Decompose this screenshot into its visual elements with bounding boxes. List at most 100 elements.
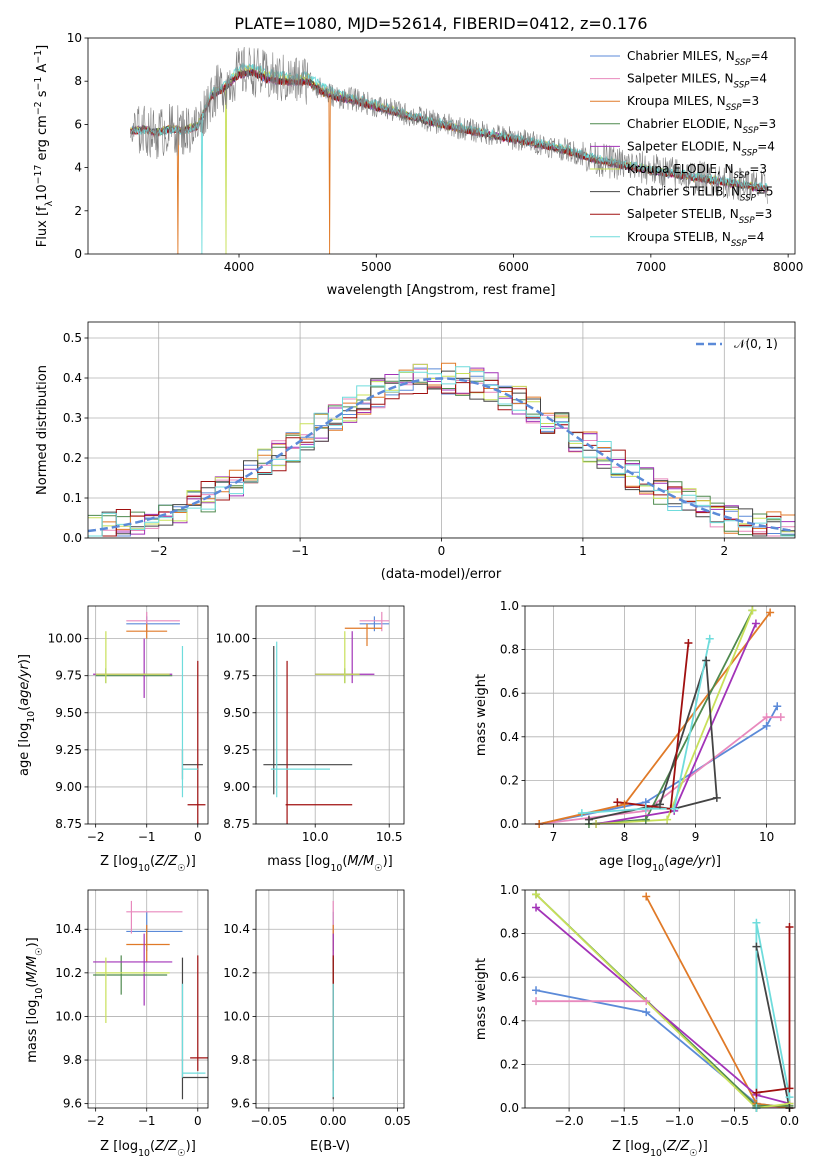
plot-area <box>256 890 404 1108</box>
y-tick-label: 9.75 <box>223 669 250 683</box>
x-axis-label: Z [log10(Z/Z☉)] <box>100 854 196 874</box>
error-bar-point <box>126 911 183 952</box>
legend-label: Salpeter ELODIE, NSSP=4 <box>627 139 775 158</box>
y-tick-label: 0.8 <box>500 643 519 657</box>
legend-label: Chabrier MILES, NSSP=4 <box>627 49 768 68</box>
mass-weight-line <box>535 906 790 1105</box>
plus-marker <box>620 800 629 809</box>
error-bar-point <box>93 955 168 995</box>
mass-vs-metallicity-axes: −2 −1 0 9.6 9.8 10.0 10.2 10.4 Z [log10(Z/Z☉)] ma… <box>25 889 209 1159</box>
y-tick-label: 0 <box>74 247 82 261</box>
y-tick-label: 9.6 <box>63 1097 82 1111</box>
axes-frame <box>87 605 209 825</box>
plus-marker <box>532 903 541 912</box>
plot-area <box>88 322 795 538</box>
legend-label: Kroupa STELIB, NSSP=4 <box>627 230 764 249</box>
y-tick-label: 6 <box>74 117 82 131</box>
y-tick-label: 9.8 <box>231 1053 250 1067</box>
x-tick-label: 0.05 <box>384 1114 411 1128</box>
y-tick-label: 8.75 <box>55 817 82 831</box>
plus-marker <box>613 798 622 807</box>
mass-weight-line <box>535 893 790 1108</box>
plus-marker <box>785 1084 794 1093</box>
legend-label: Kroupa MILES, NSSP=3 <box>627 94 759 113</box>
x-tick-label: 0.00 <box>320 1114 347 1128</box>
mass-weight-line <box>539 716 781 824</box>
plus-marker <box>702 656 711 665</box>
legend: Chabrier MILES, NSSP=4 Salpeter MILES, NS… <box>590 49 776 249</box>
legend-label: Salpeter STELIB, NSSP=3 <box>627 207 772 226</box>
plot-area <box>88 606 208 824</box>
plus-marker <box>762 713 771 722</box>
y-tick-label: 8 <box>74 74 82 88</box>
x-tick-label: −2 <box>87 830 105 844</box>
plus-marker <box>641 815 650 824</box>
y-tick-label: 10.0 <box>223 1009 250 1023</box>
mass-weight-line <box>581 638 711 814</box>
x-tick-label: 0 <box>194 1114 202 1128</box>
error-bar-point <box>359 616 390 632</box>
y-tick-label: 10.2 <box>55 966 82 980</box>
y-tick-label: 9.25 <box>223 743 250 757</box>
plot-area <box>88 890 208 1108</box>
plus-marker <box>670 804 679 813</box>
y-tick-label: 0.0 <box>500 817 519 831</box>
mass-vs-extinction-axes: −0.05 0.00 0.05 9.6 9.8 10.0 10.2 10.4 E(B-V) <box>223 889 411 1154</box>
x-tick-label: 1 <box>579 544 587 558</box>
y-tick-label: 0.3 <box>63 411 82 425</box>
y-axis-label: age [log10(age/yr)] <box>17 654 37 776</box>
age-vs-metallicity-axes: −2 −1 0 8.75 9.00 9.25 9.50 9.75 10.00 Z [log10(Z… <box>17 605 209 874</box>
axes-frame <box>524 889 796 1109</box>
y-tick-label: 10.00 <box>216 632 250 646</box>
x-tick-label: −1 <box>291 544 309 558</box>
error-bar-point <box>285 660 353 824</box>
mass-weight-vs-age-axes: 7 8 9 10 0.0 0.2 0.4 0.6 0.8 1.0 age [log10(age/yr… <box>474 599 796 874</box>
plus-marker <box>642 1008 651 1017</box>
y-tick-label: 9.00 <box>223 780 250 794</box>
y-tick-label: 9.25 <box>55 743 82 757</box>
mass-weight-line <box>755 946 791 1108</box>
y-axis-label: mass weight <box>474 674 489 756</box>
x-axis-label: mass [log10(M/M☉)] <box>267 854 393 874</box>
error-bar-point <box>126 900 183 934</box>
residual-histogram-step <box>88 366 795 537</box>
y-tick-label: 0.4 <box>63 371 82 385</box>
error-bar-point <box>344 623 382 647</box>
error-bar-point <box>181 983 206 1078</box>
x-tick-label: −2 <box>150 544 168 558</box>
axes-frame <box>524 605 796 825</box>
x-tick-label: 7000 <box>636 260 667 274</box>
plus-marker <box>532 997 541 1006</box>
error-bar-point <box>95 631 170 684</box>
age-vs-mass-axes: 10.0 10.5 8.75 9.00 9.25 9.50 9.75 10.00 mass [l… <box>216 605 405 874</box>
plus-marker <box>642 997 651 1006</box>
y-tick-label: 0.0 <box>500 1101 519 1115</box>
x-tick-label: −2.0 <box>555 1114 584 1128</box>
y-tick-label: 1.0 <box>500 883 519 897</box>
y-axis-label: mass [log10(M/M☉)] <box>25 937 45 1063</box>
y-tick-label: 0.8 <box>500 927 519 941</box>
x-tick-label: 8000 <box>773 260 804 274</box>
plus-marker <box>584 815 593 824</box>
plus-marker <box>751 619 760 628</box>
y-axis-label: Flux [fλ10−17 erg cm−2 s−1 A−1] <box>33 45 55 247</box>
x-tick-label: −0.05 <box>250 1114 287 1128</box>
y-tick-label: 10 <box>67 31 82 45</box>
plus-marker <box>663 815 672 824</box>
axes-frame <box>255 889 405 1109</box>
x-tick-label: 10.0 <box>302 830 329 844</box>
legend-label: 𝒩(0, 1) <box>734 337 778 351</box>
plus-marker <box>642 892 651 901</box>
x-tick-label: 0.0 <box>780 1114 799 1128</box>
y-tick-label: 0.1 <box>63 491 82 505</box>
y-tick-label: 1.0 <box>500 599 519 613</box>
y-tick-label: 9.75 <box>55 669 82 683</box>
plot-area <box>130 46 768 254</box>
observed-spectrum-line <box>130 46 768 204</box>
figure-title: PLATE=1080, MJD=52614, FIBERID=0412, z=0… <box>234 14 647 33</box>
legend-label: Chabrier STELIB, NSSP=5 <box>627 185 774 204</box>
y-tick-label: 10.4 <box>55 922 82 936</box>
error-bar-point <box>126 623 168 639</box>
error-bar-point <box>181 749 203 780</box>
